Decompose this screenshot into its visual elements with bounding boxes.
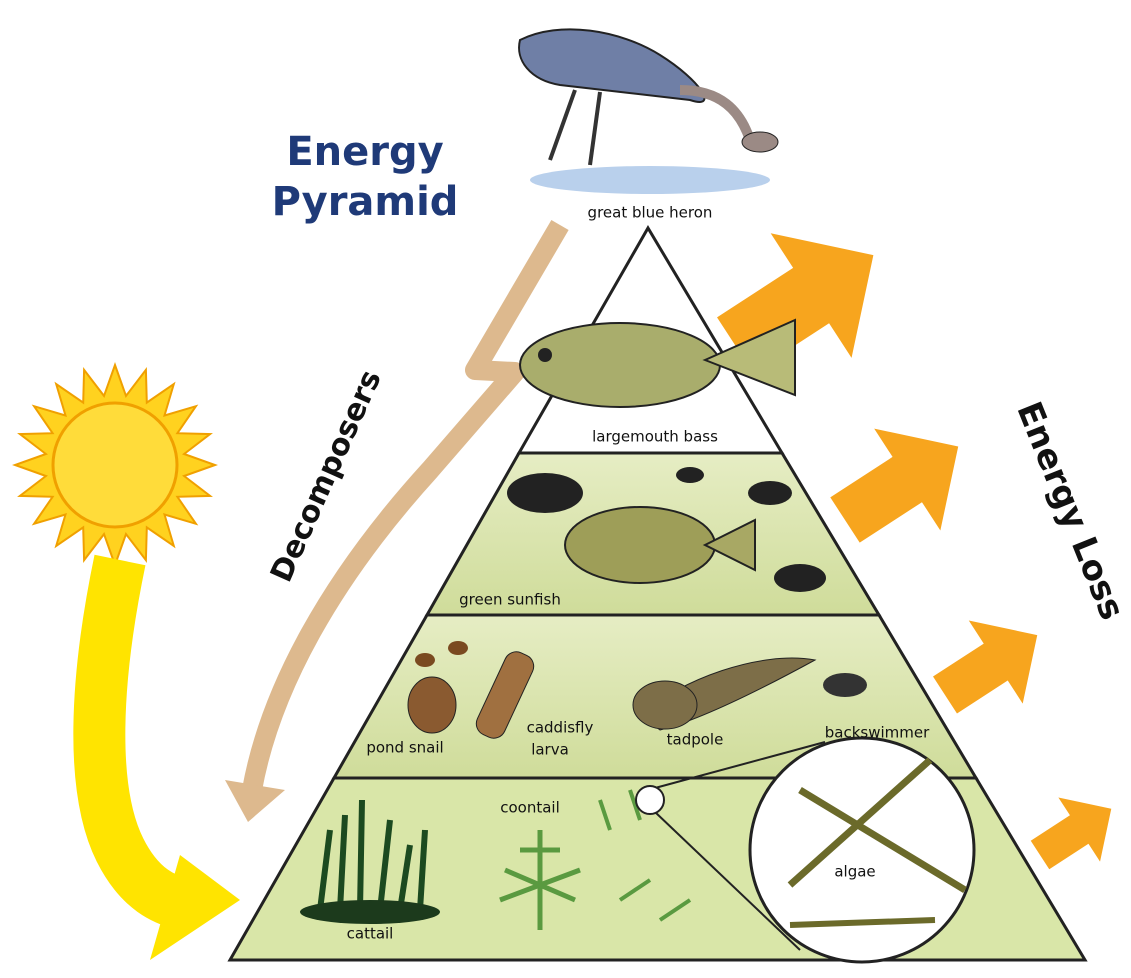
organism-label: algae bbox=[834, 863, 875, 881]
organism-label: tadpole bbox=[667, 731, 724, 749]
sun bbox=[15, 365, 215, 565]
arrow bbox=[1019, 777, 1131, 887]
organism-label: green sunfish bbox=[459, 591, 561, 609]
arrow bbox=[812, 396, 991, 571]
organism-label: larva bbox=[531, 741, 569, 759]
energy-pyramid-diagram: Energy Pyramid Decomposers Energy Loss g… bbox=[0, 0, 1131, 978]
heron bbox=[519, 29, 778, 194]
organism-label: backswimmer bbox=[825, 724, 930, 742]
organism-label: great blue heron bbox=[588, 204, 713, 222]
sun-disc bbox=[53, 403, 177, 527]
title-line: Energy bbox=[286, 129, 443, 175]
organism-label: caddisfly bbox=[527, 719, 594, 737]
organism-label: largemouth bass bbox=[592, 428, 718, 446]
energy-loss-label: Energy Loss bbox=[1008, 396, 1131, 625]
organism-label: pond snail bbox=[366, 739, 443, 757]
sun-energy-arrow bbox=[99, 560, 185, 905]
decomposers-arrow-head bbox=[225, 780, 285, 822]
organism-label: coontail bbox=[500, 799, 560, 817]
title-line: Pyramid bbox=[272, 179, 459, 225]
organism-label: cattail bbox=[347, 925, 394, 943]
